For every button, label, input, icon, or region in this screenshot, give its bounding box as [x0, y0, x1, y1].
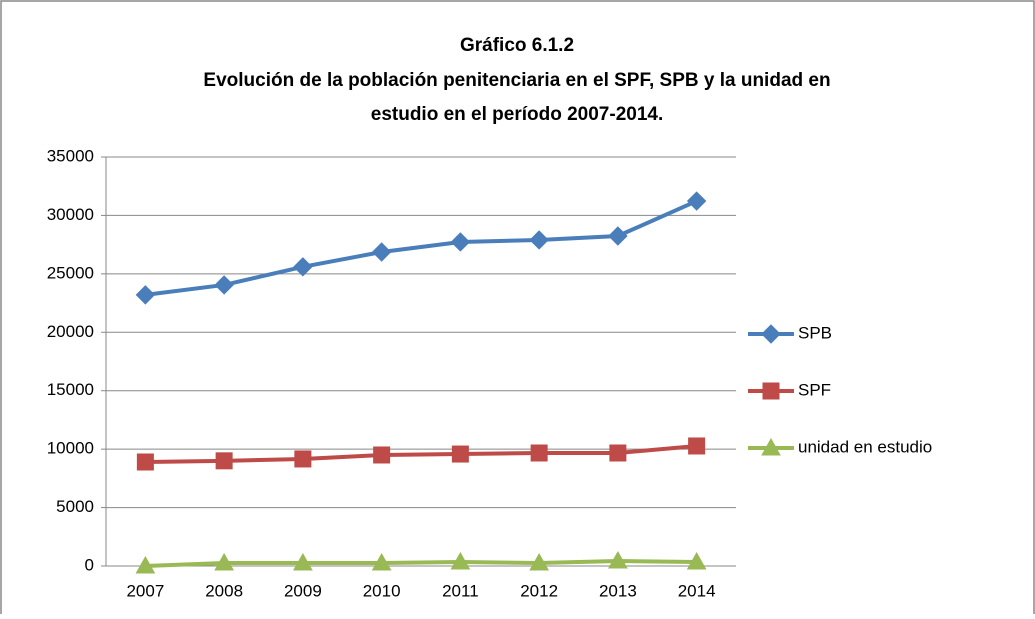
marker-diamond [761, 324, 781, 344]
marker-triangle [135, 555, 156, 574]
marker-diamond [450, 232, 471, 252]
series-line [145, 443, 697, 464]
marker-square [530, 444, 548, 462]
marker-square [609, 444, 627, 462]
marker-square [294, 450, 312, 468]
y-tick-label: 0 [85, 555, 94, 574]
legend-label: SPB [798, 323, 832, 342]
marker-triangle [686, 552, 707, 570]
y-tick-label: 10000 [47, 439, 94, 458]
x-tick-label: 2009 [284, 581, 322, 600]
marker-triangle [214, 552, 234, 571]
marker-square [136, 453, 154, 471]
marker-diamond [293, 257, 313, 277]
marker-square [373, 446, 391, 464]
y-tick-label: 5000 [56, 497, 94, 516]
x-tick-label: 2012 [520, 581, 558, 600]
x-tick-label: 2007 [126, 581, 164, 600]
marker-square [688, 437, 706, 455]
marker-diamond [608, 226, 628, 246]
legend-label: SPF [798, 380, 831, 399]
y-tick-label: 15000 [47, 380, 94, 399]
marker-diamond [135, 285, 156, 305]
series-line [145, 199, 698, 297]
x-tick-label: 2008 [205, 581, 243, 600]
y-tick-label: 30000 [47, 205, 94, 224]
marker-triangle [450, 552, 471, 570]
marker-triangle [761, 437, 781, 456]
y-tick-label: 25000 [47, 263, 94, 282]
marker-square [451, 445, 469, 463]
legend-label: unidad en estudio [798, 437, 932, 456]
marker-square [762, 382, 780, 400]
x-tick-label: 2010 [363, 581, 401, 600]
marker-diamond [686, 191, 707, 211]
x-tick-label: 2013 [599, 581, 637, 600]
marker-triangle [293, 552, 313, 571]
x-tick-label: 2014 [678, 581, 716, 600]
marker-diamond [529, 230, 549, 250]
x-tick-label: 2011 [442, 581, 479, 600]
marker-triangle [608, 550, 628, 569]
y-tick-label: 20000 [47, 322, 94, 341]
marker-diamond [371, 242, 392, 262]
series-line [145, 558, 697, 568]
marker-triangle [371, 552, 392, 571]
marker-diamond [214, 275, 234, 295]
marker-triangle [529, 552, 549, 571]
y-tick-label: 35000 [47, 146, 94, 165]
chart-title: Gráfico 6.1.2 [460, 35, 574, 56]
chart-subtitle: estudio en el período 2007-2014. [371, 104, 664, 125]
chart-subtitle: Evolución de la población penitenciaria … [203, 70, 830, 91]
marker-square [215, 452, 233, 470]
